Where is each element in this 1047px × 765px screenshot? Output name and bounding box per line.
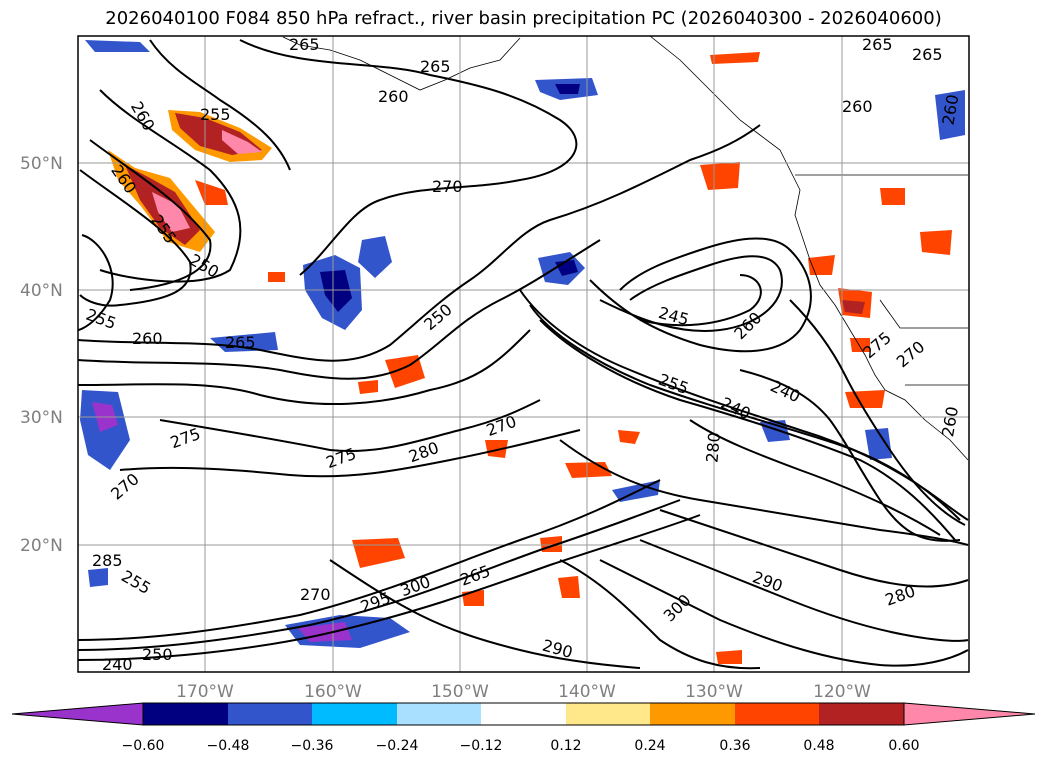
contour-label: 280	[702, 431, 724, 463]
colorbar-tick-label: −0.48	[207, 738, 250, 754]
colorbar-cell	[397, 703, 481, 725]
colorbar-tick-label: 0.60	[888, 738, 919, 754]
colorbar-tick-label: 0.24	[634, 738, 665, 754]
refractivity-contours	[78, 39, 969, 670]
colorbar-tick-label: 0.36	[719, 738, 750, 754]
lon-tick-label: 130°W	[685, 682, 743, 702]
lat-tick-label: 50°N	[20, 154, 63, 174]
contour-label: 260	[842, 97, 873, 116]
longitude-labels: 170°W 160°W 150°W 140°W 130°W 120°W	[176, 682, 871, 702]
colorbar-tick-label: −0.60	[122, 738, 165, 754]
contour-label: 265	[862, 35, 893, 54]
contour-label: 260	[378, 87, 409, 106]
colorbar-cell	[650, 703, 735, 725]
colorbar-cell	[735, 703, 819, 725]
colorbar-cell	[566, 703, 650, 725]
contour-label: 265	[420, 57, 451, 76]
lon-tick-label: 120°W	[813, 682, 871, 702]
lat-tick-label: 20°N	[20, 536, 63, 556]
lon-tick-label: 150°W	[431, 682, 489, 702]
contour-label: 265	[912, 45, 943, 64]
contour-label: 270	[300, 585, 331, 604]
colorbar-tick-label: −0.24	[376, 738, 419, 754]
lon-tick-label: 170°W	[176, 682, 234, 702]
coastlines	[282, 36, 969, 461]
colorbar: −0.60 −0.48 −0.36 −0.24 −0.12 0.12 0.24 …	[11, 702, 1036, 754]
colorbar-cell	[819, 703, 904, 725]
lon-tick-label: 140°W	[558, 682, 616, 702]
colorbar-cell	[143, 703, 228, 725]
contour-label: 240	[102, 655, 133, 674]
contour-label: 260	[132, 329, 163, 348]
lat-tick-label: 40°N	[20, 281, 63, 301]
contour-label: 285	[92, 551, 123, 570]
contour-label: 250	[142, 645, 173, 664]
colorbar-tick-label: 0.12	[550, 738, 581, 754]
chart-title: 2026040100 F084 850 hPa refract., river …	[105, 8, 942, 29]
contour-label: 255	[200, 105, 231, 124]
colorbar-tick-label: −0.36	[291, 738, 334, 754]
colorbar-cell	[228, 703, 312, 725]
lat-tick-label: 30°N	[20, 408, 63, 428]
latitude-labels: 50°N 40°N 30°N 20°N	[20, 154, 63, 556]
colorbar-extend-high	[903, 702, 1036, 726]
map-frame	[77, 35, 970, 673]
colorbar-outline	[142, 702, 905, 726]
colorbar-tick-label: 0.48	[803, 738, 834, 754]
colorbar-tick-label: −0.12	[460, 738, 503, 754]
lon-tick-label: 160°W	[304, 682, 362, 702]
colorbar-cell	[312, 703, 397, 725]
colorbar-extend-low	[11, 702, 144, 726]
contour-label: 265	[289, 35, 320, 54]
contour-label: 270	[432, 177, 463, 196]
contour-label: 265	[225, 333, 256, 352]
colorbar-cell	[481, 703, 566, 725]
